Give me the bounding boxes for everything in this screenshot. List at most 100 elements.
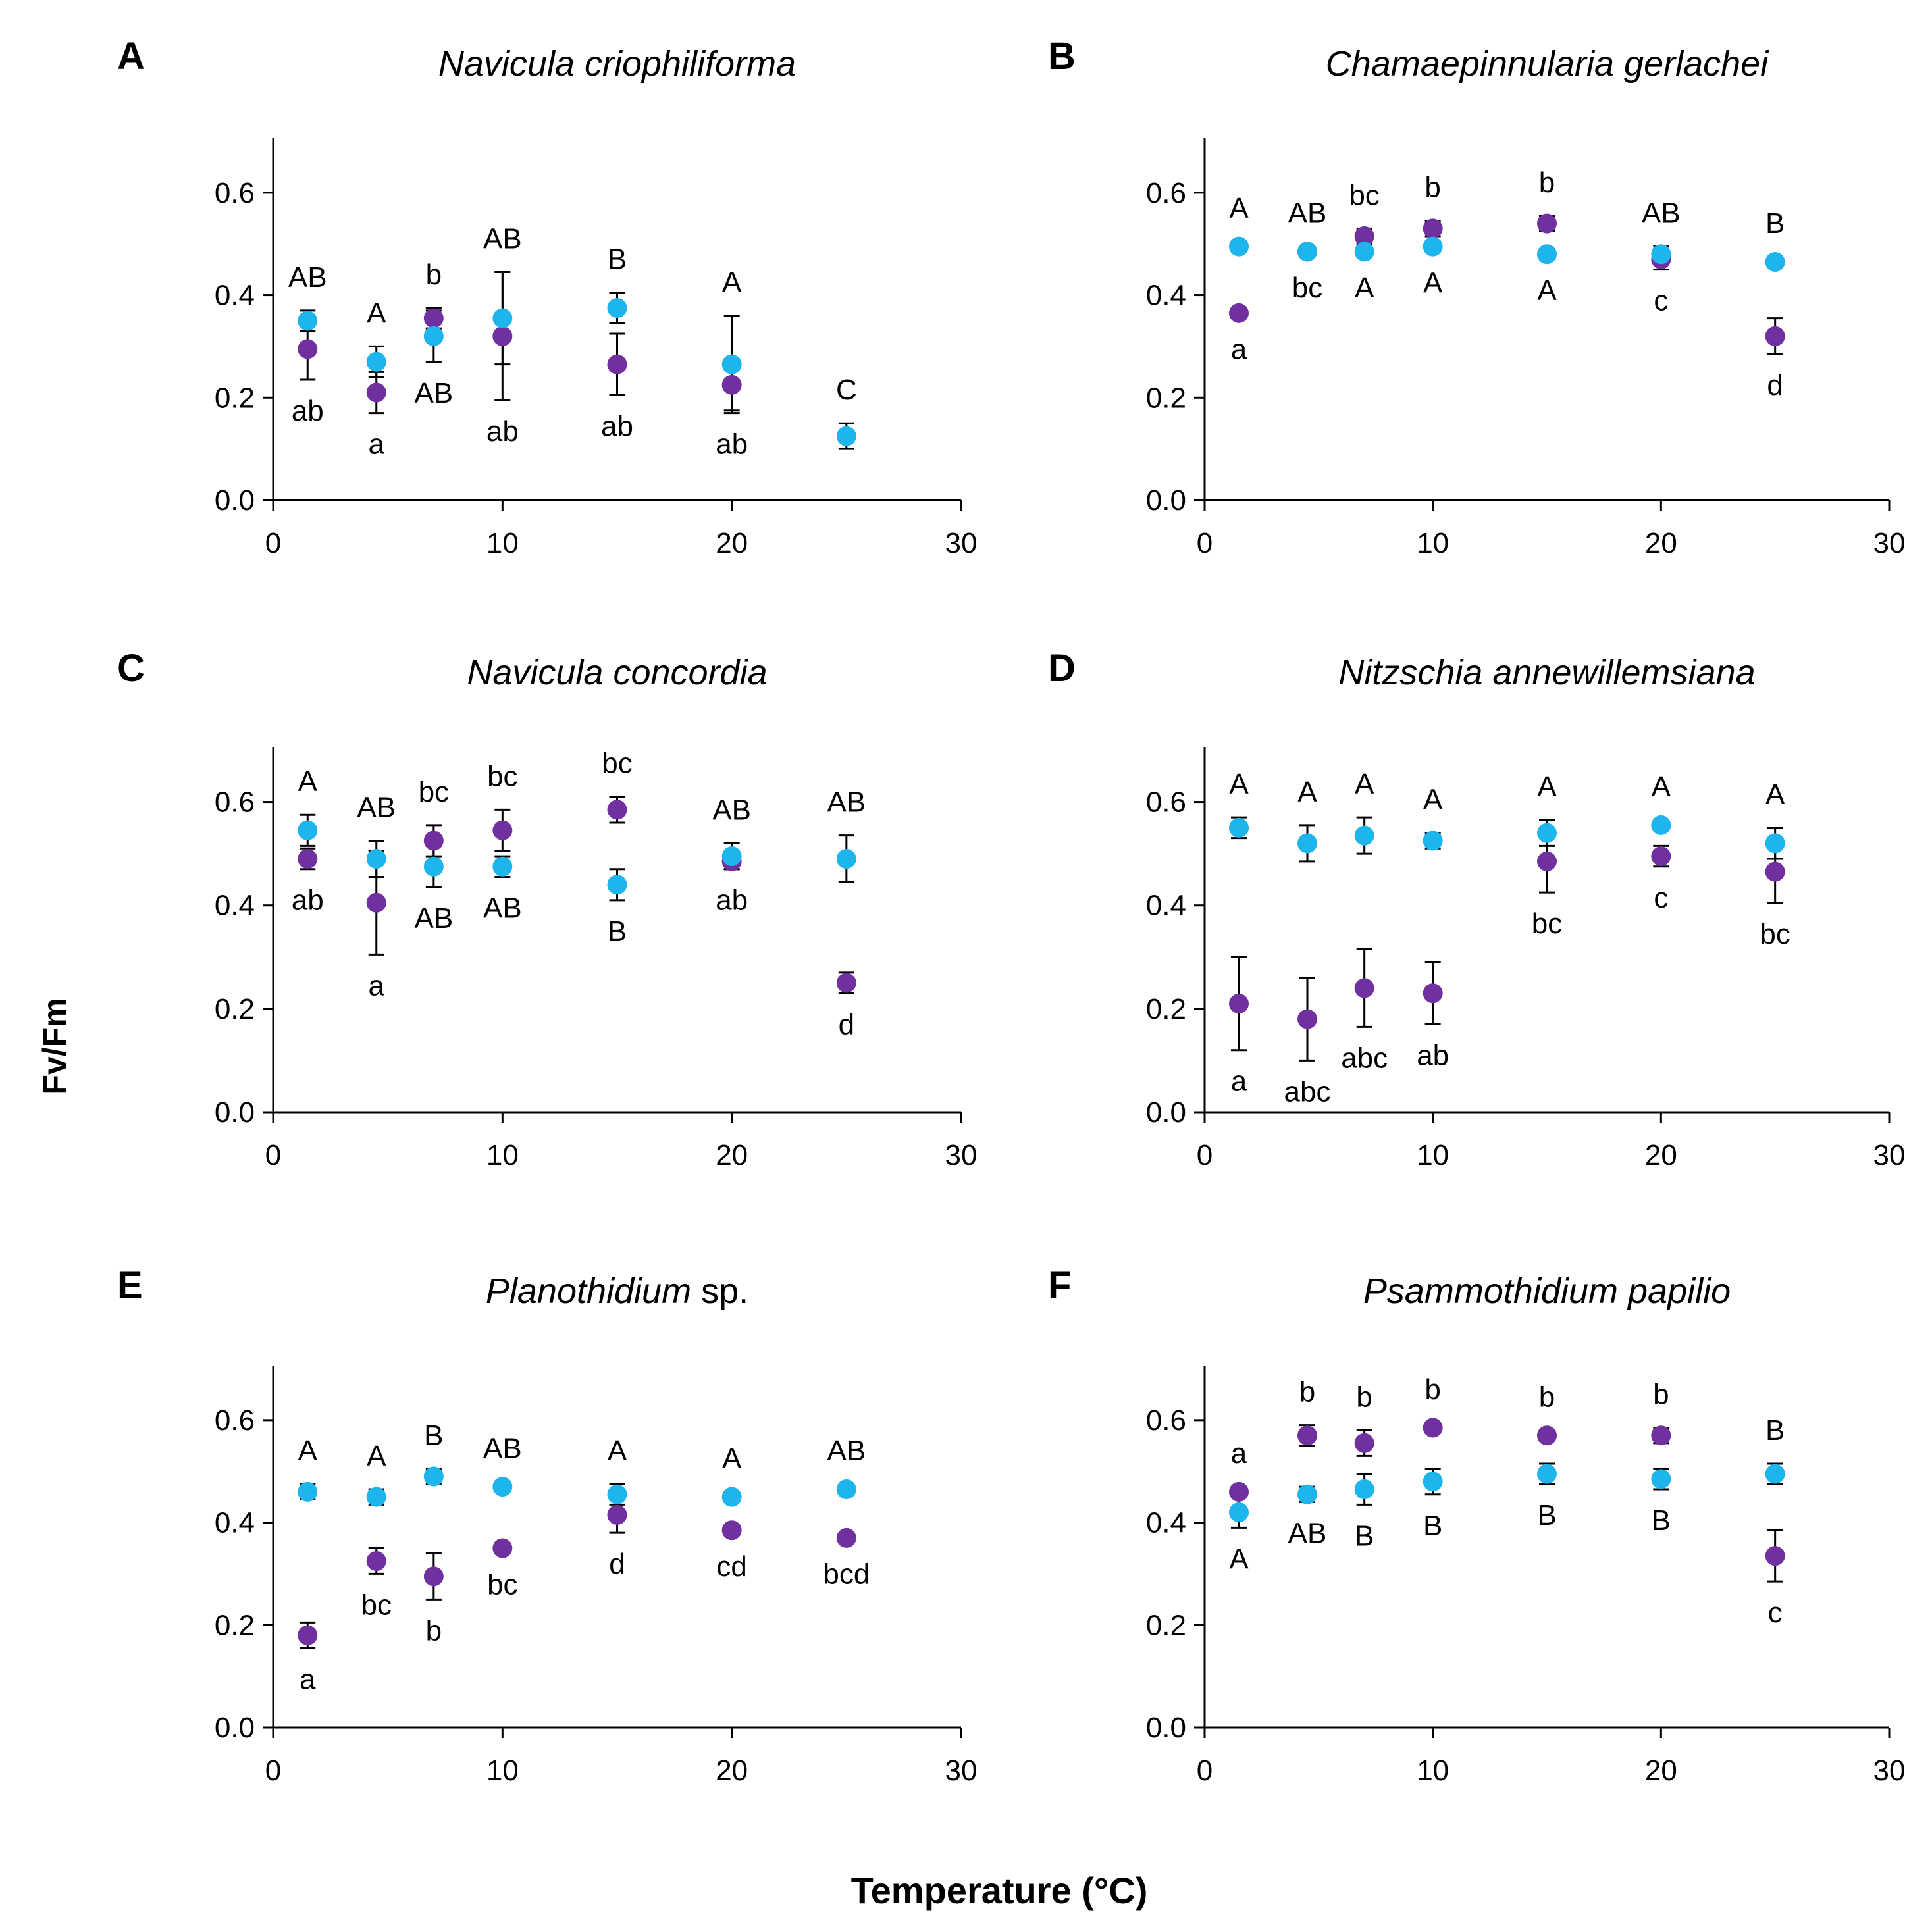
point-purple [298,1625,318,1645]
significance-label: bc [1760,918,1790,950]
point-cyan [298,820,318,840]
point-cyan [1229,236,1249,257]
x-tick-label: 30 [1873,527,1906,559]
point-cyan [836,426,856,446]
point-purple [1765,326,1785,346]
panel-title: Nitzschia annewillemsiana [1338,653,1755,692]
point-purple [1651,1425,1671,1446]
point-cyan [1765,833,1785,854]
point-purple [1354,978,1374,998]
significance-label: A [1537,771,1557,803]
panel-title: Navicula concordia [467,653,767,692]
point-purple [423,831,444,851]
point-cyan [1423,236,1443,257]
x-axis-label: Temperature (°C) [851,1870,1148,1911]
significance-label: d [609,1548,625,1580]
significance-label: AB [357,792,396,824]
point-purple [721,374,742,395]
significance-label: B [424,1420,443,1452]
significance-label: B [1537,1499,1556,1531]
point-purple [607,800,627,820]
x-tick-label: 20 [716,1139,748,1171]
significance-label: bc [419,776,449,808]
y-tick-label: 0.0 [215,1096,255,1129]
significance-label: abc [1341,1042,1388,1074]
significance-label: A [1423,267,1443,299]
point-cyan [298,311,318,331]
point-cyan [1297,833,1317,854]
significance-label: ab [601,410,633,442]
panel-letter: E [117,1264,143,1307]
point-cyan [607,875,627,895]
point-purple [1229,1481,1249,1502]
point-purple [836,973,856,993]
significance-label: bcd [823,1558,870,1591]
panel-letter: A [117,35,145,78]
significance-label: ab [716,884,748,917]
x-tick-label: 0 [1197,527,1213,559]
significance-label: abc [1284,1075,1331,1108]
point-cyan [1229,817,1249,838]
significance-label: A [1423,784,1443,816]
point-purple [1537,213,1557,234]
significance-label: b [1539,1381,1555,1413]
panel-title-part: Planothidium [486,1271,691,1311]
point-purple [1297,1009,1317,1029]
y-tick-label: 0.2 [1146,993,1186,1025]
x-tick-label: 0 [265,527,281,559]
point-purple [298,339,318,359]
y-axis-label: Fv/Fm [36,998,73,1094]
point-cyan [1297,242,1317,262]
significance-label: b [426,259,442,291]
point-purple [492,820,513,840]
x-tick-label: 0 [265,1755,281,1787]
significance-label: AB [288,261,327,294]
y-tick-label: 0.4 [215,280,255,312]
point-purple [1423,1418,1443,1438]
significance-label: ab [292,884,324,917]
panel-b: B Chamaepinnularia gerlachei 0.0 0.2 0.4 0.6 0… [1048,35,1905,559]
point-cyan [1537,823,1557,843]
x-tick-label: 0 [265,1139,281,1171]
significance-label: d [839,1008,854,1040]
significance-label: bc [361,1589,392,1621]
panel-title-part: Chamaepinnularia gerlachei [1326,44,1769,84]
significance-label: AB [414,377,453,409]
point-purple [836,1527,856,1548]
panel-title-part: Navicula concordia [467,653,767,692]
significance-label: A [1229,1543,1249,1575]
point-cyan [492,1477,513,1497]
point-cyan [1651,244,1671,265]
significance-label: a [369,969,385,1002]
significance-label: A [367,1440,386,1472]
point-cyan [607,298,627,319]
significance-label: A [722,1443,742,1475]
x-tick-label: 20 [716,1755,748,1787]
x-tick-label: 10 [486,527,519,559]
significance-label: c [1768,1597,1783,1629]
x-tick-label: 0 [1197,1755,1213,1787]
y-tick-label: 0.4 [1146,1507,1186,1539]
x-tick-label: 20 [1645,1139,1677,1171]
y-tick-label: 0.0 [1146,1712,1186,1744]
significance-label: bc [1292,272,1322,304]
significance-label: AB [1288,197,1327,230]
x-tick-label: 10 [486,1139,519,1171]
x-tick-label: 10 [1417,1139,1449,1171]
x-tick-label: 10 [1417,527,1449,559]
significance-label: b [1539,166,1555,199]
significance-label: B [608,243,627,276]
point-purple [1229,994,1249,1013]
significance-label: AB [1288,1517,1327,1549]
panel-letter: F [1048,1264,1071,1307]
significance-label: AB [483,892,522,925]
panel-title: Chamaepinnularia gerlachei [1326,44,1769,84]
significance-label: ab [292,395,324,427]
point-purple [423,308,444,328]
point-purple [298,849,318,869]
significance-label: B [608,915,627,948]
point-cyan [1537,244,1557,265]
significance-label: b [1356,1381,1372,1413]
significance-label: AB [1642,197,1681,230]
significance-label: AB [827,786,866,819]
